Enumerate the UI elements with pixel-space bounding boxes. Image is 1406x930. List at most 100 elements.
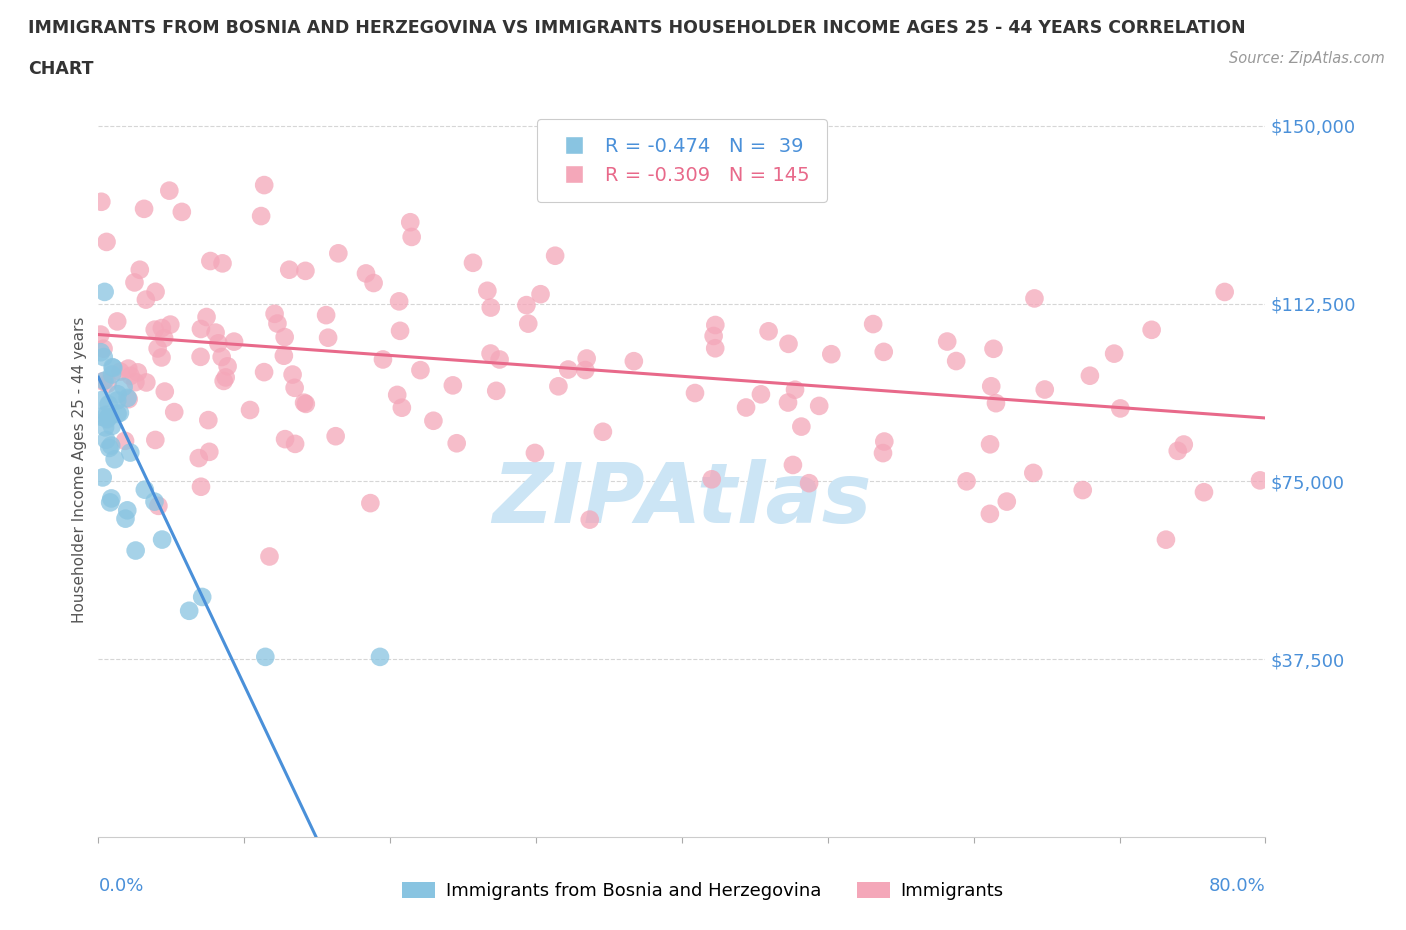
Point — [544, 248, 567, 263]
Point — [96, 407, 118, 422]
Point — [250, 208, 273, 223]
Point — [517, 316, 540, 331]
Point — [108, 405, 131, 420]
Point — [979, 437, 1001, 452]
Point — [388, 294, 411, 309]
Point — [143, 322, 166, 337]
Point — [578, 512, 600, 527]
Point — [153, 331, 176, 346]
Point — [1078, 368, 1101, 383]
Point — [110, 365, 132, 379]
Point — [170, 205, 193, 219]
Point — [263, 306, 285, 321]
Point — [479, 346, 502, 361]
Point — [150, 321, 173, 336]
Point — [97, 397, 120, 412]
Point — [704, 340, 727, 355]
Point — [222, 334, 245, 349]
Point — [134, 483, 156, 498]
Point — [783, 382, 806, 397]
Point — [207, 336, 229, 351]
Point — [146, 341, 169, 356]
Point — [294, 263, 316, 278]
Point — [117, 503, 139, 518]
Point — [387, 388, 409, 403]
Point — [253, 365, 276, 379]
Point — [124, 275, 146, 290]
Point — [187, 451, 209, 466]
Point — [1022, 465, 1045, 480]
Point — [179, 604, 201, 618]
Point — [363, 275, 385, 290]
Point — [872, 445, 894, 460]
Point — [776, 395, 799, 410]
Point — [955, 474, 977, 489]
Point — [359, 496, 381, 511]
Point — [422, 413, 444, 428]
Point — [200, 254, 222, 269]
Point — [980, 379, 1002, 393]
Point — [790, 419, 813, 434]
Point — [117, 361, 139, 376]
Point — [101, 360, 124, 375]
Point — [195, 310, 218, 325]
Point — [485, 383, 508, 398]
Point — [1071, 483, 1094, 498]
Point — [354, 266, 377, 281]
Point — [1102, 346, 1125, 361]
Point — [91, 392, 114, 407]
Point — [135, 375, 157, 390]
Point — [574, 363, 596, 378]
Point — [281, 367, 304, 382]
Legend: R = -0.474   N =  39, R = -0.309   N = 145: R = -0.474 N = 39, R = -0.309 N = 145 — [537, 119, 827, 202]
Point — [117, 391, 139, 405]
Text: CHART: CHART — [28, 60, 94, 78]
Text: 80.0%: 80.0% — [1209, 877, 1265, 896]
Point — [96, 432, 118, 447]
Point — [143, 432, 166, 447]
Point — [190, 350, 212, 365]
Point — [120, 368, 142, 383]
Text: Source: ZipAtlas.com: Source: ZipAtlas.com — [1229, 51, 1385, 66]
Point — [145, 285, 167, 299]
Point — [945, 353, 967, 368]
Point — [1154, 532, 1177, 547]
Point — [101, 418, 124, 433]
Point — [97, 410, 120, 425]
Point — [90, 194, 112, 209]
Text: 0.0%: 0.0% — [98, 877, 143, 896]
Point — [93, 373, 115, 388]
Point — [191, 590, 214, 604]
Point — [477, 284, 499, 299]
Point — [112, 379, 135, 394]
Point — [157, 183, 180, 198]
Point — [391, 400, 413, 415]
Point — [461, 256, 484, 271]
Point — [163, 405, 186, 419]
Point — [1213, 285, 1236, 299]
Point — [98, 495, 121, 510]
Point — [703, 328, 725, 343]
Point — [211, 256, 233, 271]
Point — [529, 286, 551, 301]
Point — [401, 230, 423, 245]
Point — [105, 393, 128, 408]
Point — [389, 324, 412, 339]
Point — [797, 476, 820, 491]
Text: IMMIGRANTS FROM BOSNIA AND HERZEGOVINA VS IMMIGRANTS HOUSEHOLDER INCOME AGES 25 : IMMIGRANTS FROM BOSNIA AND HERZEGOVINA V… — [28, 19, 1246, 36]
Point — [592, 424, 614, 439]
Point — [979, 507, 1001, 522]
Point — [984, 396, 1007, 411]
Point — [127, 365, 149, 379]
Point — [1173, 437, 1195, 452]
Point — [90, 409, 112, 424]
Point — [873, 344, 896, 359]
Point — [273, 329, 295, 344]
Point — [259, 549, 281, 564]
Point — [114, 512, 136, 526]
Point — [132, 202, 155, 217]
Point — [1167, 444, 1189, 458]
Text: ZIPAtlas: ZIPAtlas — [492, 458, 872, 539]
Point — [159, 317, 181, 332]
Point — [862, 316, 884, 331]
